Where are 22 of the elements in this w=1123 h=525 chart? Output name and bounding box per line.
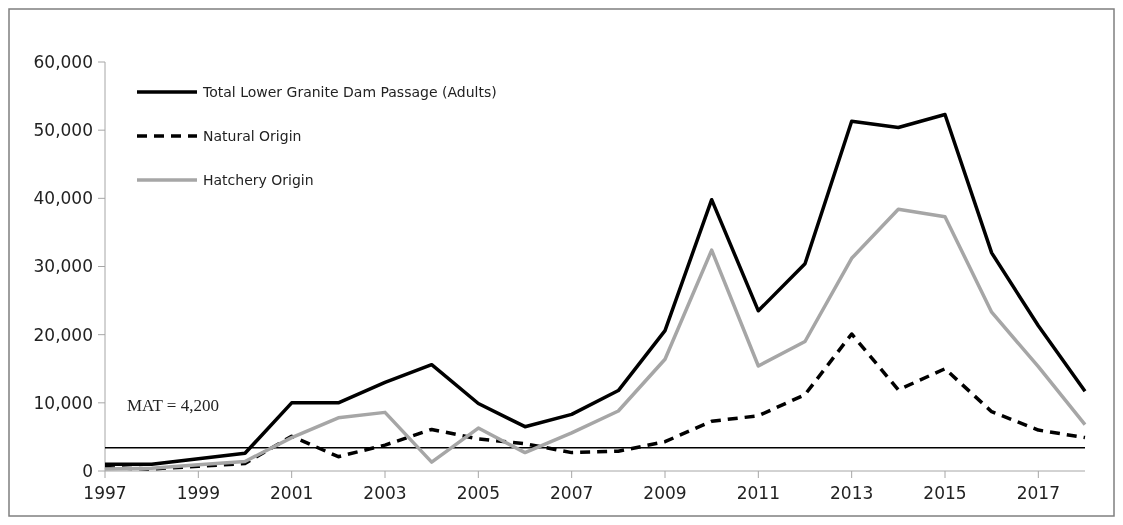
legend-label: Natural Origin [203, 127, 302, 144]
x-tick-label: 2009 [643, 483, 687, 503]
legend-label: Total Lower Granite Dam Passage (Adults) [202, 83, 497, 100]
y-tick-label: 40,000 [33, 188, 93, 209]
y-tick-label: 0 [82, 460, 93, 481]
x-tick-label: 1997 [83, 483, 127, 503]
y-tick-label: 30,000 [33, 256, 93, 277]
x-tick-label: 2007 [550, 483, 594, 503]
y-tick-label: 50,000 [33, 120, 93, 141]
y-tick-label: 10,000 [33, 392, 93, 413]
x-tick-label: 2005 [456, 483, 500, 503]
x-tick-label: 2017 [1016, 483, 1060, 503]
legend-label: Hatchery Origin [203, 171, 314, 188]
x-tick-label: 2013 [830, 483, 874, 503]
x-tick-label: 1999 [176, 483, 220, 503]
x-tick-label: 2001 [270, 483, 314, 503]
y-tick-label: 60,000 [33, 51, 93, 72]
x-tick-label: 2015 [923, 483, 967, 503]
y-tick-label: 20,000 [33, 324, 93, 345]
annotation: MAT = 4,200 [127, 396, 219, 415]
x-tick-label: 2011 [736, 483, 780, 503]
x-tick-label: 2003 [363, 483, 407, 503]
